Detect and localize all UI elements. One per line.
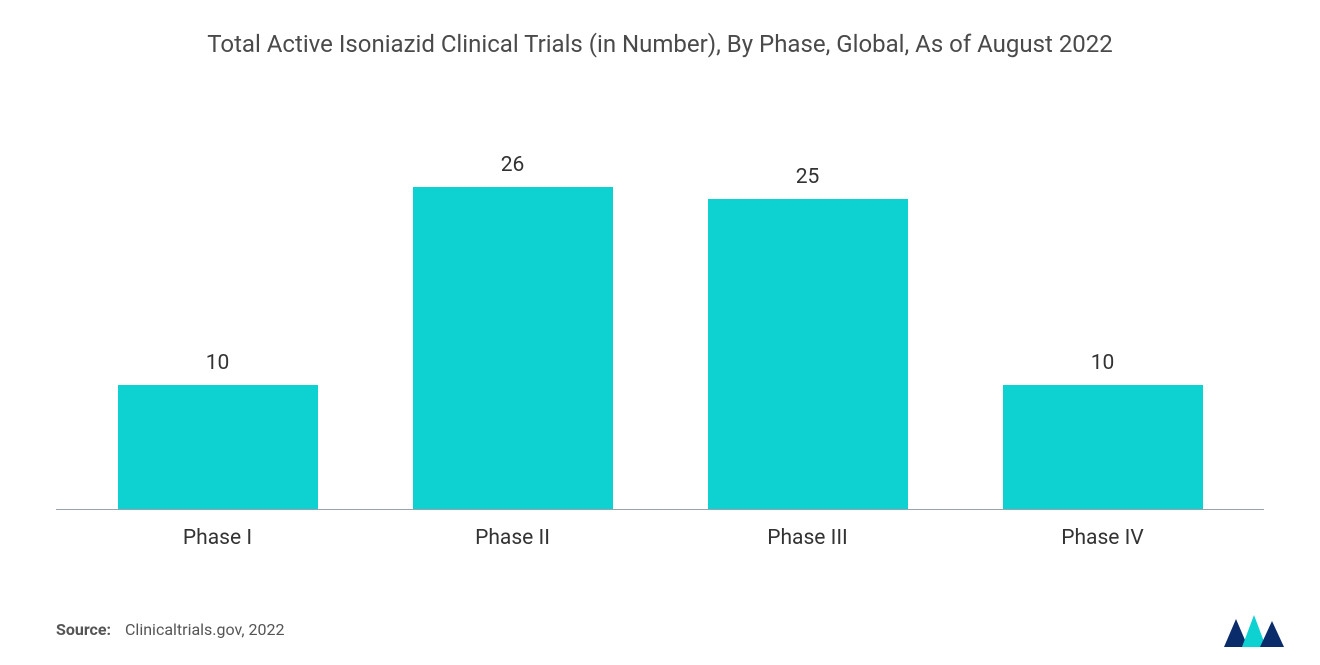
bar xyxy=(413,187,613,509)
bar xyxy=(118,385,318,509)
x-axis-label: Phase I xyxy=(118,526,318,550)
plot-area: 10 26 25 10 xyxy=(56,138,1264,510)
bar-wrap: 26 xyxy=(413,153,613,509)
source-footer: Source: Clinicaltrials.gov, 2022 xyxy=(56,620,285,639)
x-axis: Phase I Phase II Phase III Phase IV xyxy=(56,510,1264,550)
x-axis-label: Phase IV xyxy=(1003,526,1203,550)
source-label: Source: xyxy=(56,620,111,639)
brand-logo-icon xyxy=(1222,609,1286,649)
chart-title: Total Active Isoniazid Clinical Trials (… xyxy=(56,30,1264,58)
bar-wrap: 10 xyxy=(1003,351,1203,509)
bar-wrap: 25 xyxy=(708,165,908,509)
bar xyxy=(1003,385,1203,509)
x-axis-label: Phase III xyxy=(708,526,908,550)
chart-container: Total Active Isoniazid Clinical Trials (… xyxy=(0,0,1320,665)
bar xyxy=(708,199,908,509)
bar-value-label: 25 xyxy=(796,165,820,189)
bar-value-label: 10 xyxy=(206,351,230,375)
x-axis-label: Phase II xyxy=(413,526,613,550)
bar-value-label: 10 xyxy=(1091,351,1115,375)
source-text: Clinicaltrials.gov, 2022 xyxy=(125,620,285,639)
bar-wrap: 10 xyxy=(118,351,318,509)
bar-value-label: 26 xyxy=(501,153,525,177)
